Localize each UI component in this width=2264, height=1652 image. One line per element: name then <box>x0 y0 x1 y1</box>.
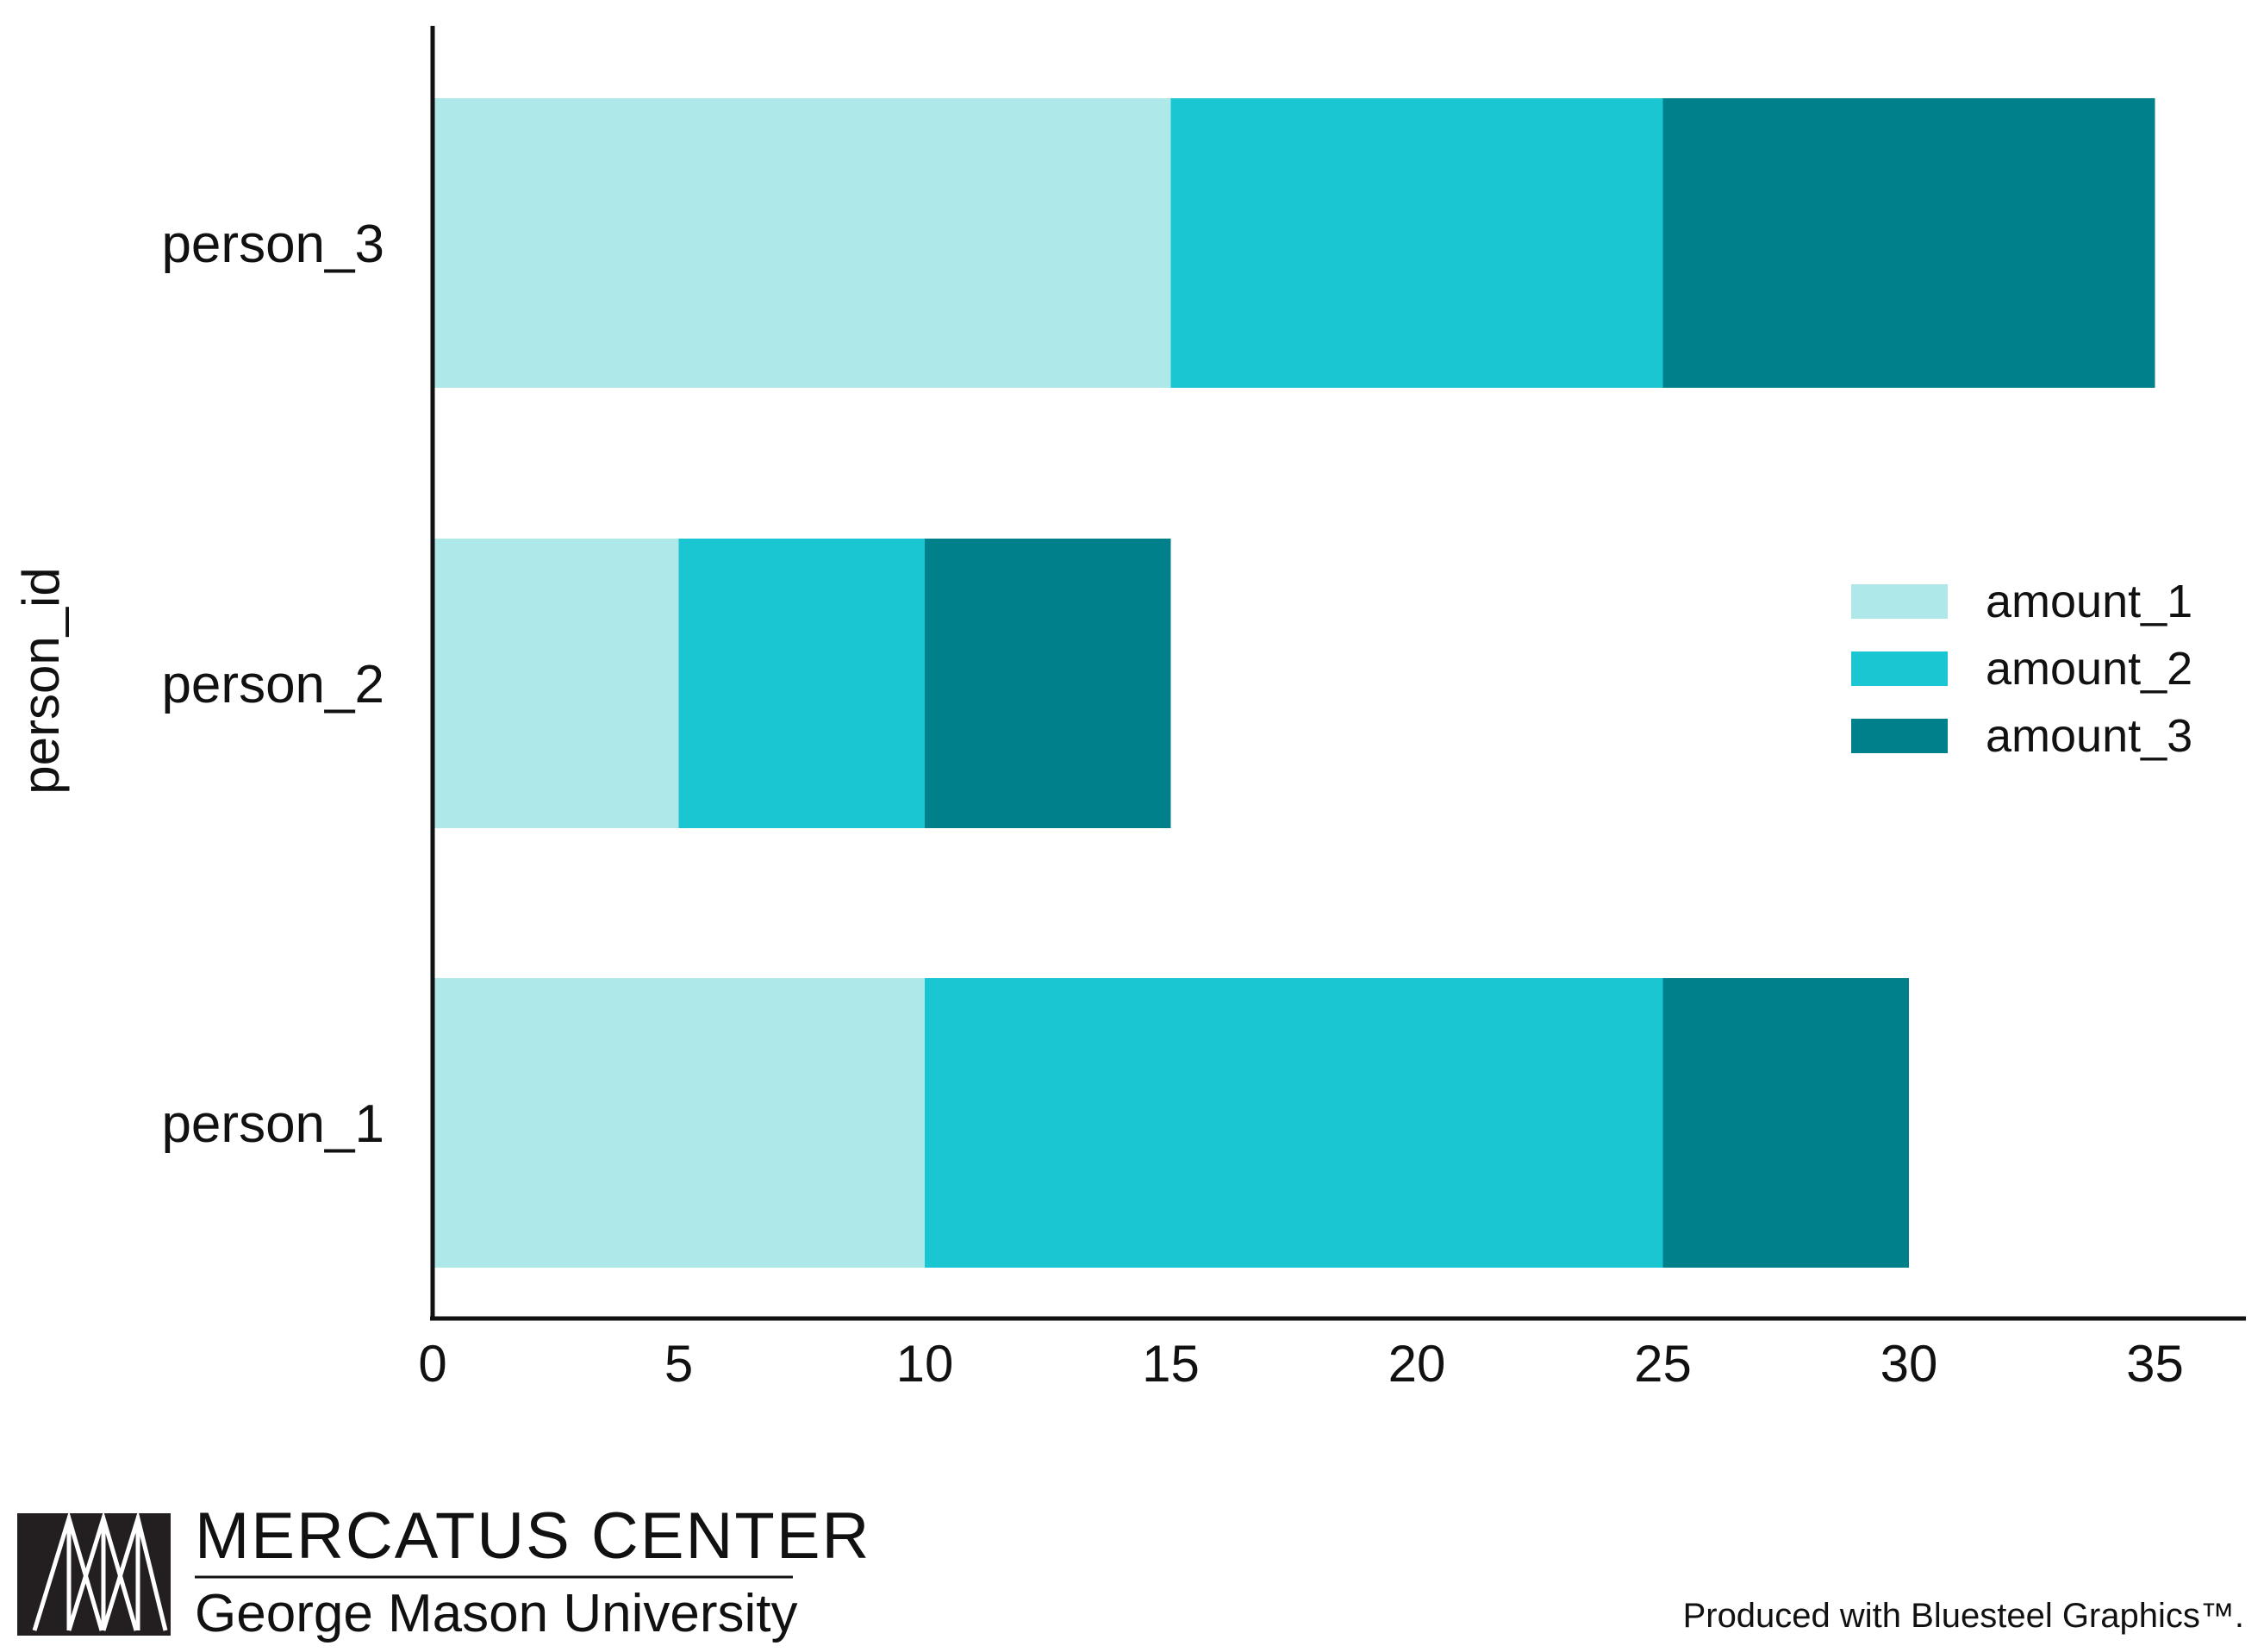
y-axis-title: person_id <box>12 567 70 795</box>
logo-mark <box>17 1513 171 1636</box>
bars-layer <box>433 98 2155 1268</box>
logo-mark-lines <box>32 1510 168 1631</box>
category-labels: person_1 person_2 person_3 <box>161 215 384 1154</box>
x-tick-label-30: 30 <box>1880 1335 1938 1393</box>
legend-swatch-amount_1 <box>1851 584 1948 619</box>
legend: amount_1 amount_2 amount_3 <box>1851 576 2192 762</box>
category-label-person_2: person_2 <box>161 655 384 714</box>
bar-person_3-amount_3 <box>1662 98 2155 388</box>
x-tick-label-15: 15 <box>1142 1335 1200 1393</box>
x-tick-label-35: 35 <box>2126 1335 2184 1393</box>
mercatus-logo: MERCATUS CENTER George Mason University <box>17 1499 870 1643</box>
bar-person_1-amount_2 <box>925 978 1663 1268</box>
x-tick-label-10: 10 <box>896 1335 954 1393</box>
credit-text: Produced with Bluesteel Graphics™. <box>1683 1597 2244 1635</box>
brand-sub: George Mason University <box>195 1584 798 1643</box>
legend-label-amount_2: amount_2 <box>1986 643 2192 695</box>
x-tick-label-0: 0 <box>418 1335 446 1393</box>
legend-swatch-amount_2 <box>1851 651 1948 686</box>
brand-name: MERCATUS CENTER <box>195 1499 870 1573</box>
category-label-person_3: person_3 <box>161 215 384 274</box>
legend-label-amount_3: amount_3 <box>1986 710 2192 762</box>
legend-swatch-amount_3 <box>1851 719 1948 753</box>
bar-person_1-amount_1 <box>433 978 925 1268</box>
x-tick-label-5: 5 <box>664 1335 693 1393</box>
bar-person_3-amount_1 <box>433 98 1171 388</box>
axes-layer <box>430 26 2246 1321</box>
bar-person_2-amount_1 <box>433 539 679 828</box>
bar-person_2-amount_2 <box>678 539 925 828</box>
x-tick-label-20: 20 <box>1388 1335 1446 1393</box>
x-tick-label-25: 25 <box>1634 1335 1692 1393</box>
category-label-person_1: person_1 <box>161 1094 384 1154</box>
bar-person_2-amount_3 <box>925 539 1171 828</box>
bar-person_1-amount_3 <box>1662 978 1909 1268</box>
x-tick-labels: 0 5 10 15 20 25 30 35 <box>418 1335 2184 1393</box>
legend-label-amount_1: amount_1 <box>1986 576 2192 627</box>
bar-person_3-amount_2 <box>1170 98 1663 388</box>
